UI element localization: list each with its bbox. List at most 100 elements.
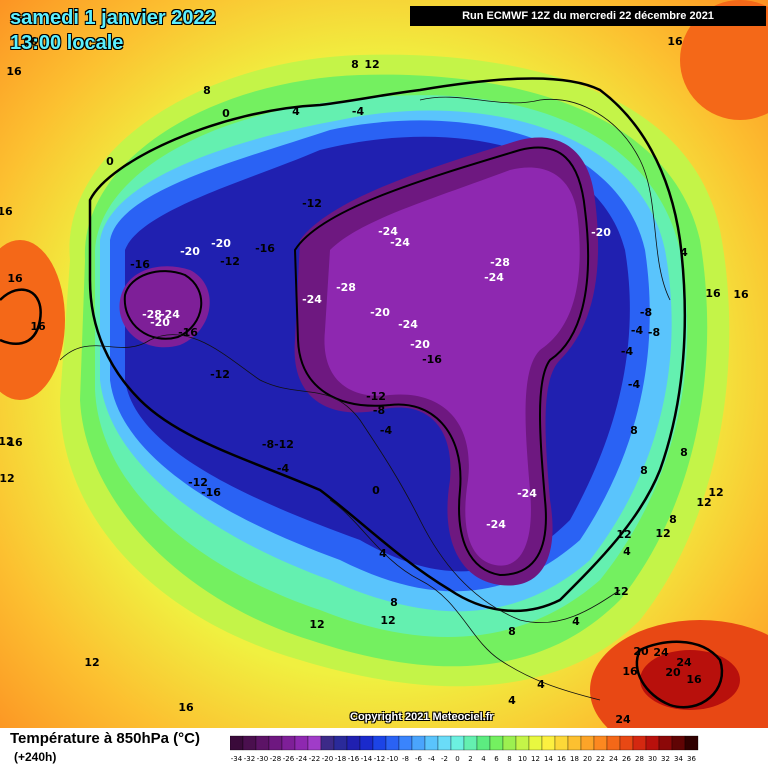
isotherm-label: -20 — [150, 316, 170, 329]
legend-tick: -24 — [296, 755, 308, 763]
isotherm-label: 16 — [622, 665, 638, 678]
legend-swatch — [541, 735, 556, 751]
legend-tick: 30 — [648, 755, 657, 763]
isotherm-west-edge — [0, 288, 42, 345]
warm-zone-northeast — [680, 0, 768, 120]
isotherm-label: 12 — [613, 585, 628, 598]
isotherm-label: -8 — [373, 404, 385, 417]
isotherm-label: -16 — [255, 242, 275, 255]
isotherm-label: -28 — [142, 308, 162, 321]
warm-zone-west — [0, 240, 65, 400]
isotherm-label: -16 — [130, 258, 150, 271]
legend-swatch — [476, 735, 491, 751]
legend-tick: -6 — [415, 755, 423, 763]
isotherm-label: -20 — [591, 226, 611, 239]
forecast-date: samedi 1 janvier 2022 — [10, 7, 216, 29]
legend-swatch — [450, 735, 465, 751]
isotherm-label: 12 — [708, 486, 723, 499]
legend-tick: 2 — [468, 755, 472, 763]
legend-tick: 26 — [622, 755, 631, 763]
isotherm-label: -4 — [631, 324, 644, 337]
legend-swatch — [242, 735, 257, 751]
legend-tick: -2 — [441, 755, 448, 763]
legend-swatch — [424, 735, 439, 751]
legend-swatch — [411, 735, 426, 751]
legend-swatch — [554, 735, 569, 751]
isotherm-label: -24 — [517, 487, 537, 500]
isotherm-label: -20 — [370, 306, 390, 319]
legend-tick: 12 — [531, 755, 540, 763]
legend-swatch — [502, 735, 517, 751]
isotherm-label: -12 — [220, 255, 240, 268]
isotherm-label: 24 — [676, 656, 692, 669]
vortex-inner — [324, 167, 580, 566]
variable-title: Température à 850hPa (°C) — [10, 730, 200, 747]
isotherm-label: -12 — [302, 197, 322, 210]
legend-tick: -28 — [270, 755, 281, 763]
legend-tick: -22 — [309, 755, 320, 763]
isotherm-label: 8 — [203, 84, 211, 97]
legend-tick: -14 — [361, 755, 373, 763]
isotherm-label: 12 — [309, 618, 324, 631]
legend-swatch — [632, 735, 647, 751]
legend-swatch — [671, 735, 686, 751]
isotherm-label: -4 — [380, 424, 393, 437]
legend-tick: -18 — [335, 755, 346, 763]
legend-tick: 36 — [687, 755, 696, 763]
legend-tick: 4 — [481, 755, 486, 763]
color-legend: -34 -32 -30 -28 -26 -24 -22 -20 -18 -16 -14 -12 -10-… — [229, 735, 700, 772]
coastline-2 — [419, 96, 671, 301]
isotherm-label: -8 — [640, 306, 652, 319]
forecast-time: 13:00 locale — [10, 32, 124, 54]
isotherm-label: -16 — [201, 486, 221, 499]
isotherm-label: -12 — [274, 438, 294, 451]
legend-tick: 6 — [494, 755, 499, 763]
isotherm-label: 4 — [292, 105, 300, 118]
isotherm-label: 20 — [665, 666, 681, 679]
legend-tick: -10 — [387, 755, 398, 763]
isotherm-label: 12 — [0, 472, 15, 485]
legend-swatch — [294, 735, 309, 751]
isotherm-label: 12 — [0, 435, 14, 448]
isotherm-label: -28 — [490, 256, 510, 269]
legend-tick: 10 — [518, 755, 527, 763]
isotherm-label: 12 — [616, 528, 631, 541]
isotherm-label: 8 — [508, 625, 516, 638]
legend-tick: -30 — [257, 755, 268, 763]
legend-tick: 16 — [557, 755, 566, 763]
legend-tick: 28 — [635, 755, 644, 763]
legend-tick: 22 — [596, 755, 605, 763]
isotherm-label: -24 — [390, 236, 410, 249]
legend-tick: -26 — [283, 755, 295, 763]
isotherm-label: 16 — [7, 272, 23, 285]
legend-swatch — [372, 735, 387, 751]
legend-tick: 24 — [609, 755, 618, 763]
isotherm-label: -4 — [352, 105, 365, 118]
isotherm-label: 12 — [696, 496, 711, 509]
isotherm-0 — [88, 77, 687, 613]
isotherm-label: 16 — [667, 35, 683, 48]
legend-swatch — [255, 735, 270, 751]
legend-tick: 34 — [674, 755, 683, 763]
legend-swatch — [684, 735, 699, 751]
isotherm-label: -4 — [628, 378, 641, 391]
isotherm-label: -8 — [648, 326, 660, 339]
isotherm-label: 16 — [686, 673, 702, 686]
isotherm-label: 4 — [537, 678, 545, 691]
legend-swatch — [463, 735, 478, 751]
legend-swatch — [281, 735, 296, 751]
isotherm-label: 0 — [106, 155, 114, 168]
run-info: Run ECMWF 12Z du mercredi 22 décembre 20… — [410, 6, 766, 26]
isotherm-label: -12 — [210, 368, 230, 381]
legend-swatch — [645, 735, 660, 751]
legend-tick: 8 — [507, 755, 511, 763]
legend-tick: -8 — [402, 755, 409, 763]
legend-swatch — [515, 735, 530, 751]
legend-tick: 32 — [661, 755, 670, 763]
isotherm-label: 8 — [351, 58, 359, 71]
hot-zone-southeast — [640, 650, 740, 710]
isotherm-label: 4 — [680, 246, 688, 259]
legend-swatch — [528, 735, 543, 751]
isotherm-label: -20 — [211, 237, 231, 250]
isotherm-minus24-west — [123, 270, 203, 340]
